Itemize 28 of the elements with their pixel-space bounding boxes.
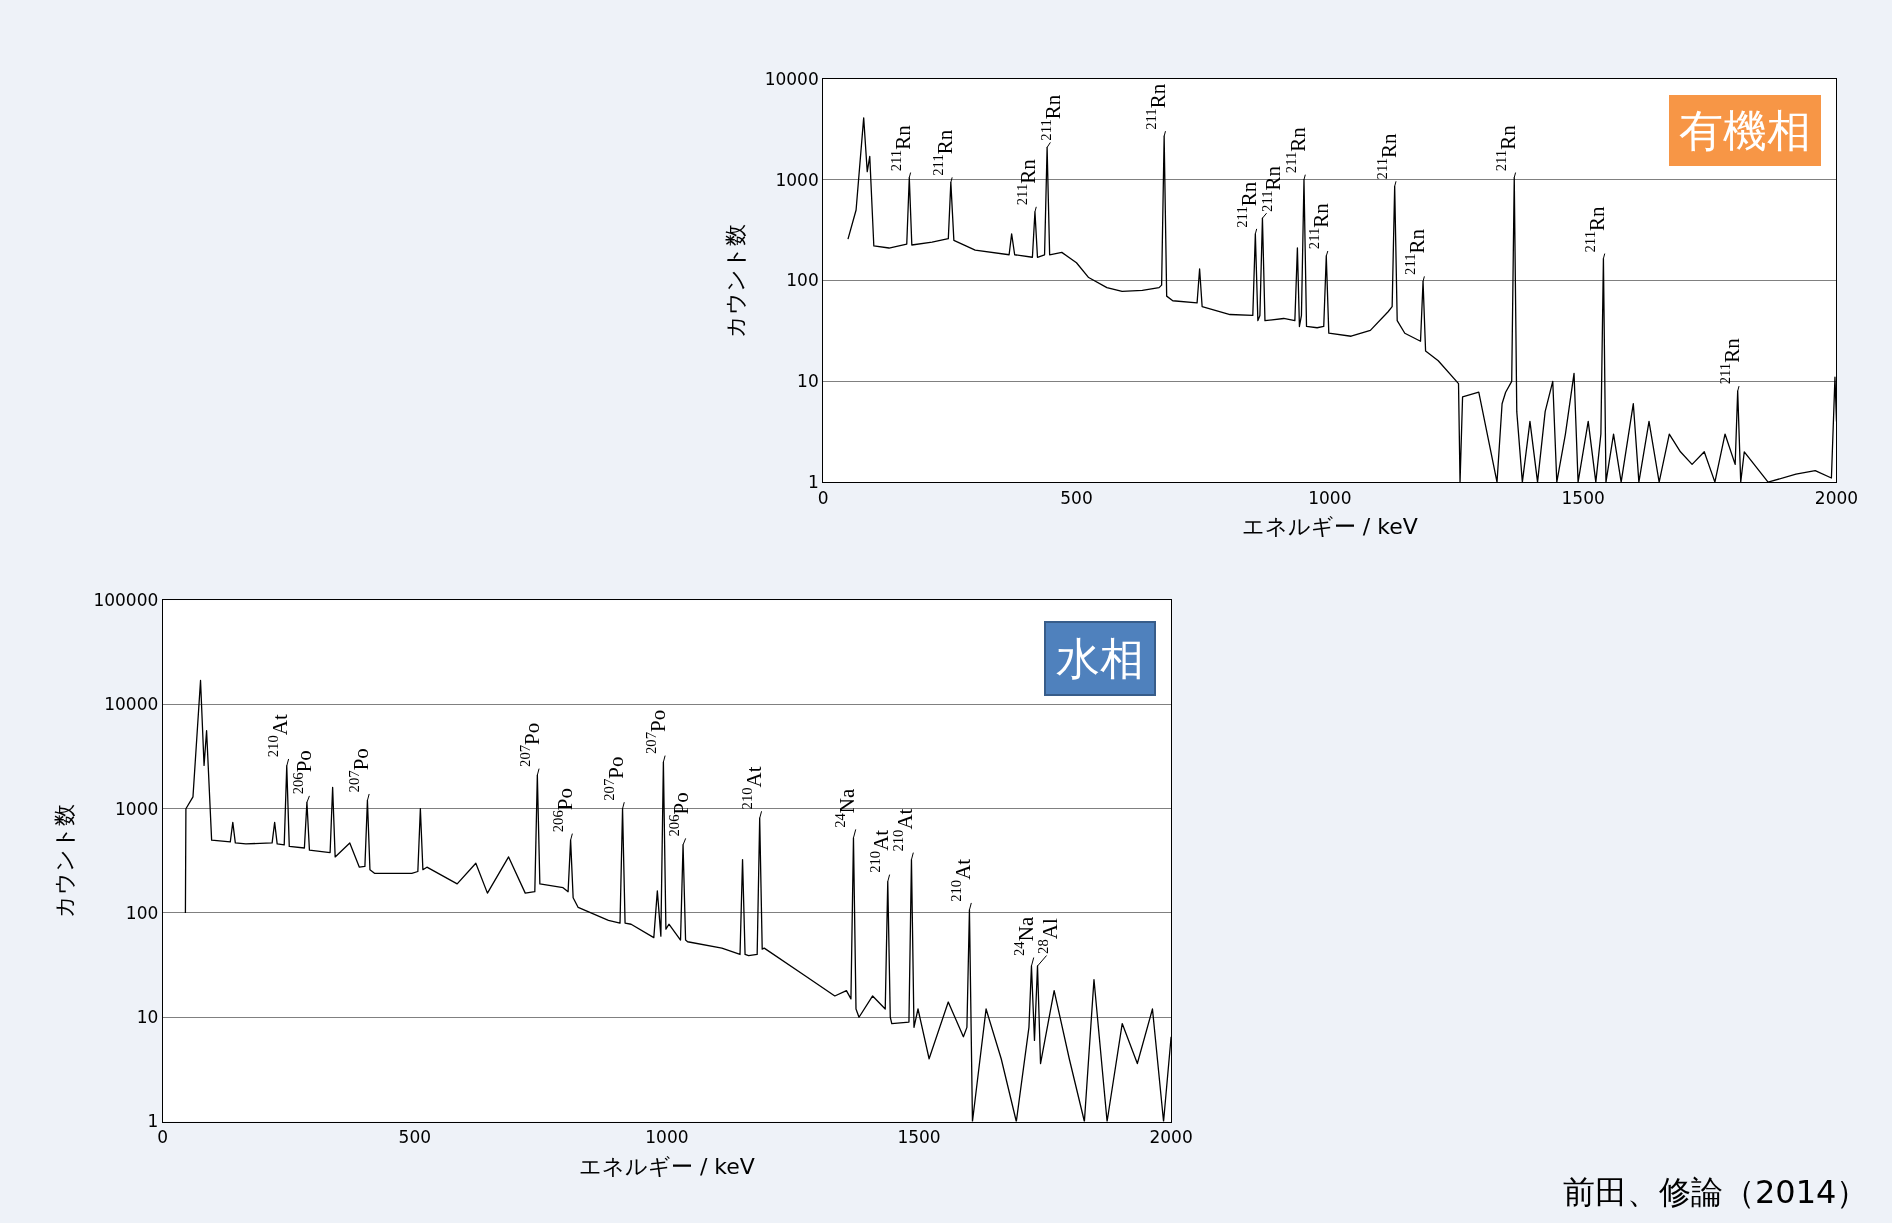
y-tick-label: 100 bbox=[786, 270, 819, 291]
annotation: 有機相 bbox=[1679, 105, 1811, 156]
x-tick-label: 500 bbox=[1060, 487, 1093, 508]
y-tick-label: 10 bbox=[797, 371, 819, 392]
y-tick-label: 10000 bbox=[104, 694, 159, 715]
x-tick-label: 2000 bbox=[1814, 487, 1859, 508]
x-tick-label: 2000 bbox=[1149, 1126, 1193, 1147]
y-tick-label: 100 bbox=[125, 902, 159, 923]
y-axis-title: カウント数 bbox=[723, 223, 749, 338]
text: 前田、修論（2014） bbox=[1563, 1173, 1869, 1211]
y-tick-label: 1 bbox=[147, 1111, 159, 1132]
y-tick-label: 100000 bbox=[93, 590, 159, 611]
x-tick-label: 1500 bbox=[897, 1126, 941, 1147]
x-tick-label: 500 bbox=[398, 1126, 432, 1147]
y-tick-label: 10000 bbox=[764, 68, 819, 89]
y-axis-title: カウント数 bbox=[52, 803, 78, 918]
y-tick-label: 1 bbox=[807, 472, 819, 493]
y-tick-label: 10 bbox=[136, 1007, 159, 1028]
x-tick-label: 0 bbox=[157, 1126, 169, 1147]
x-axis-title: エネルギー / keV bbox=[1241, 514, 1418, 540]
annotation: 水相 bbox=[1056, 633, 1144, 684]
x-axis-title: エネルギー / keV bbox=[578, 1153, 755, 1179]
x-tick-label: 1500 bbox=[1561, 487, 1605, 508]
x-tick-label: 1000 bbox=[1308, 487, 1352, 508]
x-tick-label: 1000 bbox=[645, 1126, 689, 1147]
y-tick-label: 1000 bbox=[775, 169, 819, 190]
y-tick-label: 1000 bbox=[115, 798, 159, 819]
x-tick-label: 0 bbox=[817, 487, 829, 508]
